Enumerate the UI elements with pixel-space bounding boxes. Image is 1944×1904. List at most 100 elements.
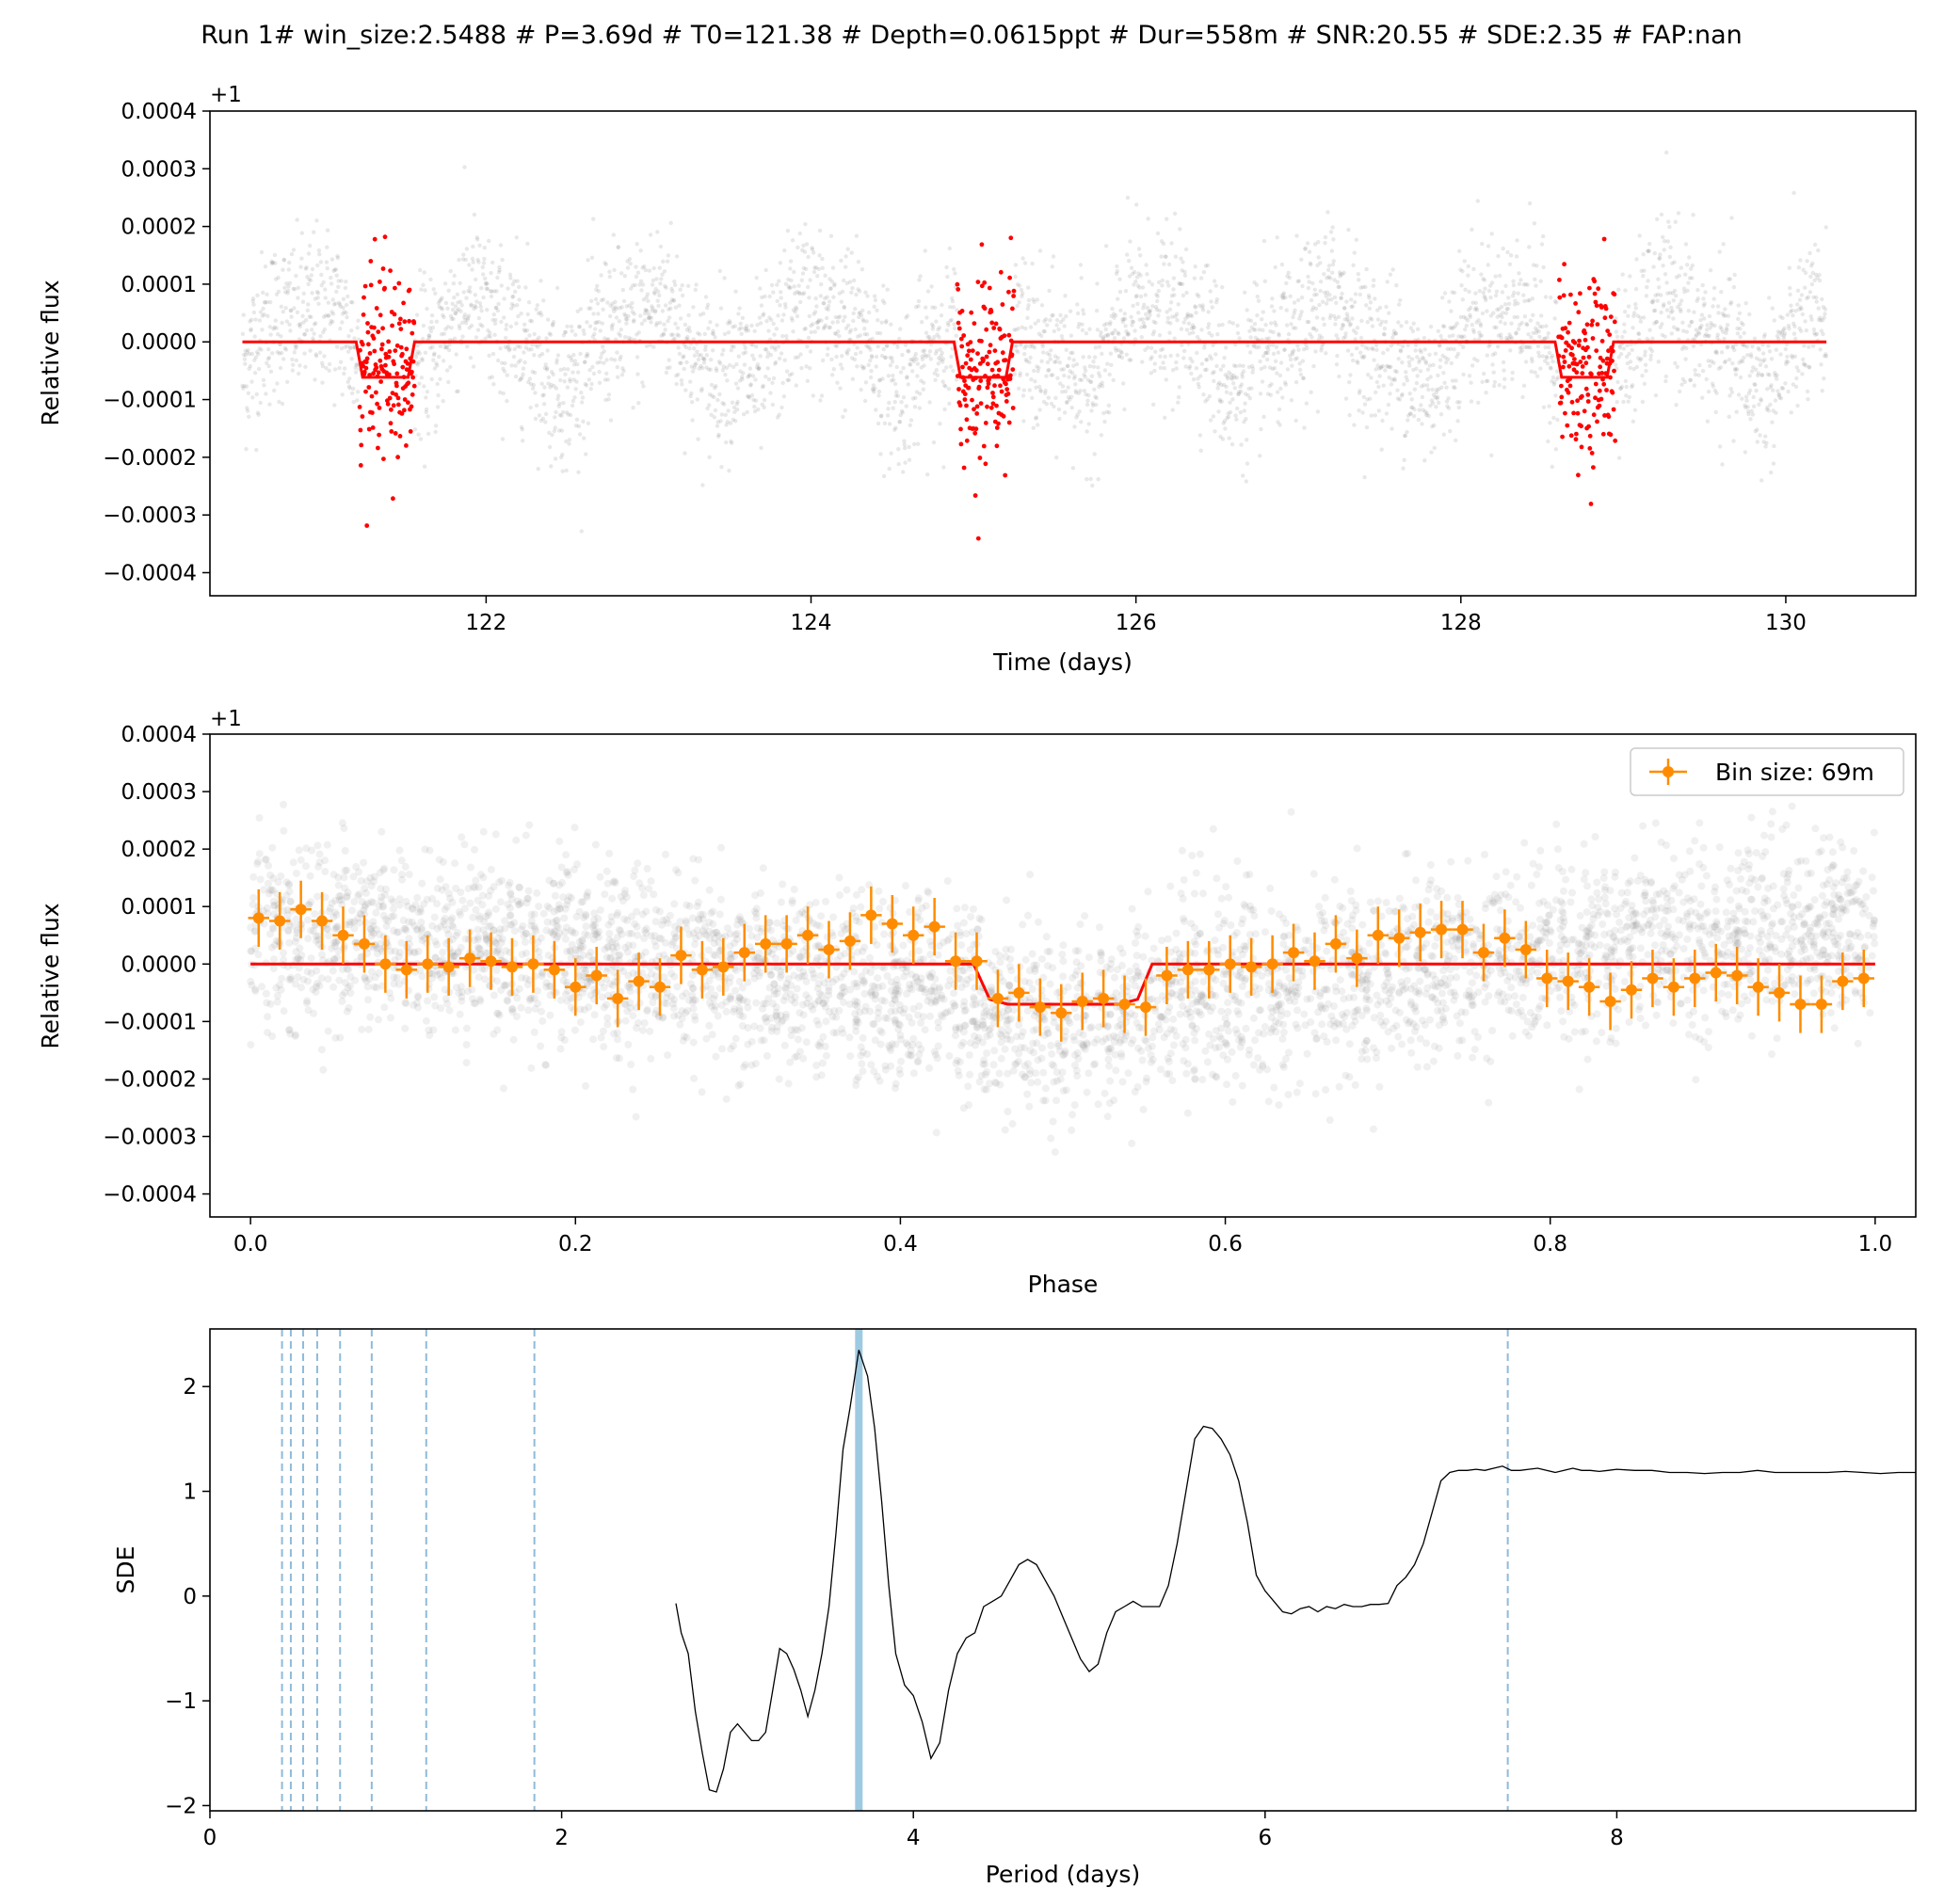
raw-point [302,332,307,337]
raw-point [413,355,418,360]
raw-point [597,369,602,375]
raw-point [1689,319,1695,325]
raw-point [749,392,755,398]
raw-point [1197,385,1201,390]
raw-point [1809,317,1814,322]
raw-point [650,282,655,287]
phase-point [983,1049,991,1057]
raw-point [872,294,877,298]
raw-point [1550,353,1555,359]
raw-point [821,358,826,363]
raw-point [460,334,465,339]
in-transit-point [365,321,370,326]
raw-point [1330,262,1336,267]
raw-point [1470,322,1475,328]
raw-point [763,267,768,273]
raw-point [283,347,289,352]
raw-point [668,306,673,311]
in-transit-point [1573,301,1578,306]
raw-point [566,412,570,417]
raw-point [329,310,334,314]
raw-point [1740,359,1745,364]
raw-point [1176,302,1181,307]
phase-point [517,1003,525,1012]
raw-point [948,318,953,323]
raw-point [300,313,305,318]
raw-point [913,351,918,357]
raw-point [562,379,567,384]
in-transit-point [966,385,972,391]
raw-point [819,281,824,287]
in-transit-point [1595,419,1599,424]
raw-point [1245,461,1250,466]
raw-point [577,325,582,329]
raw-point [1028,325,1034,329]
raw-point [951,368,956,374]
raw-point [577,324,582,329]
raw-point [584,354,588,359]
raw-point [528,318,533,323]
raw-point [1210,333,1214,338]
raw-point [298,264,303,269]
raw-point [1793,336,1798,342]
raw-point [1181,260,1185,264]
raw-point [1071,376,1077,381]
raw-point [726,330,731,335]
raw-point [590,334,595,339]
raw-point [825,315,829,321]
in-transit-point [993,321,999,327]
raw-point [1052,404,1056,409]
raw-point [454,389,459,394]
in-transit-point [386,354,392,360]
raw-point [921,349,925,354]
raw-point [1129,314,1133,319]
raw-point [947,401,952,406]
raw-point [1101,323,1107,328]
raw-point [287,322,292,327]
raw-point [799,278,804,282]
raw-point [498,346,503,351]
raw-point [908,361,912,367]
raw-point [1554,369,1560,374]
raw-point [677,351,683,357]
phase-point [1447,857,1455,866]
raw-point [1237,336,1242,341]
raw-point [1641,315,1647,320]
raw-point [741,371,746,376]
raw-point [1410,328,1416,334]
raw-point [315,296,320,300]
raw-point [582,436,586,440]
raw-point [1407,363,1412,368]
raw-point [1314,292,1319,297]
raw-point [1184,328,1190,332]
light-curve-y-tick-label: 0.0002 [121,216,197,240]
raw-point [1125,332,1130,337]
raw-point [781,394,787,399]
raw-point [1348,322,1354,327]
raw-point [428,328,434,334]
in-transit-point [378,312,383,318]
raw-point [747,366,753,371]
phase-point [1028,950,1036,958]
raw-point [1013,344,1018,348]
in-transit-point [364,356,370,361]
raw-point [297,322,301,328]
raw-point [527,333,532,338]
in-transit-point [1560,434,1565,440]
raw-point [1687,255,1692,260]
raw-point [727,468,731,473]
raw-point [499,283,504,288]
raw-point [529,347,534,352]
raw-point [647,268,652,273]
raw-point [1102,368,1108,373]
raw-point [1261,310,1266,314]
raw-point [1679,309,1683,314]
raw-point [824,306,828,311]
raw-point [940,350,944,356]
raw-point [719,412,724,417]
raw-point [639,288,644,293]
raw-point [537,335,541,340]
raw-point [274,326,279,330]
raw-point [554,409,558,415]
